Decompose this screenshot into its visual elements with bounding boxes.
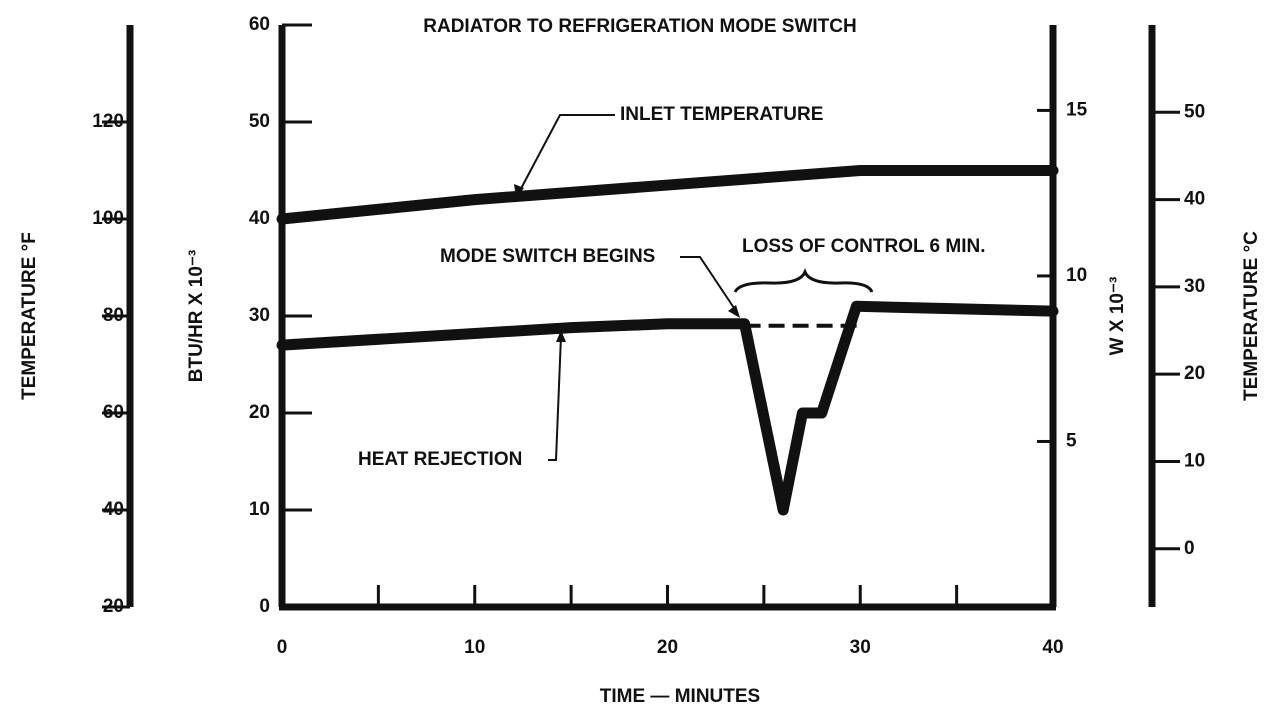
y4-tick-label: 20 — [1184, 363, 1205, 384]
y3-tick-label: 100 — [92, 208, 124, 229]
x-tick-label: 30 — [850, 637, 871, 658]
series-label: INLET TEMPERATURE — [620, 104, 823, 125]
x-axis-label: TIME — MINUTES — [600, 686, 760, 707]
y3-tick-label: 60 — [103, 402, 124, 423]
y-tick-label: 10 — [249, 499, 270, 520]
y2-axis-label: W X 10⁻³ — [1107, 277, 1128, 356]
y3-tick-label: 20 — [103, 596, 124, 617]
y4-axis-label: TEMPERATURE °C — [1241, 231, 1262, 401]
x-tick-label: 0 — [277, 637, 288, 658]
y-tick-label: 40 — [249, 208, 270, 229]
leader-line — [515, 114, 615, 199]
leader-line — [548, 335, 562, 461]
x-tick-label: 40 — [1042, 637, 1063, 658]
annotation: LOSS OF CONTROL 6 MIN. — [742, 236, 986, 257]
x-tick-label: 20 — [657, 637, 678, 658]
y-tick-label: 30 — [249, 305, 270, 326]
y4-tick-label: 10 — [1184, 450, 1205, 471]
y2-tick-label: 15 — [1066, 99, 1088, 120]
y-tick-label: 0 — [259, 596, 270, 617]
y4-tick-label: 0 — [1184, 538, 1195, 559]
y4-tick-label: 50 — [1184, 101, 1205, 122]
brace — [733, 268, 874, 293]
x-tick-label: 10 — [464, 637, 485, 658]
annotation: MODE SWITCH BEGINS — [440, 246, 655, 267]
y4-tick-label: 30 — [1184, 276, 1205, 297]
series-line — [276, 300, 1059, 516]
y4-tick-label: 40 — [1184, 189, 1205, 210]
y-axis-label: BTU/HR X 10⁻³ — [186, 250, 207, 383]
y2-tick-label: 10 — [1066, 265, 1087, 286]
series-label: HEAT REJECTION — [358, 449, 522, 470]
y3-axis-label: TEMPERATURE °F — [19, 232, 40, 400]
chart-title: RADIATOR TO REFRIGERATION MODE SWITCH — [423, 16, 856, 37]
y2-tick-label: 5 — [1066, 430, 1077, 451]
y-tick-label: 20 — [249, 402, 270, 423]
y3-tick-label: 40 — [103, 499, 124, 520]
y-tick-label: 50 — [249, 111, 270, 132]
arrow-head — [728, 305, 740, 318]
leader-line — [680, 256, 739, 315]
series-line — [276, 165, 1059, 225]
y3-tick-label: 80 — [103, 305, 124, 326]
arrow-head — [556, 330, 566, 342]
y3-tick-label: 120 — [92, 111, 124, 132]
y-tick-label: 60 — [249, 14, 270, 35]
